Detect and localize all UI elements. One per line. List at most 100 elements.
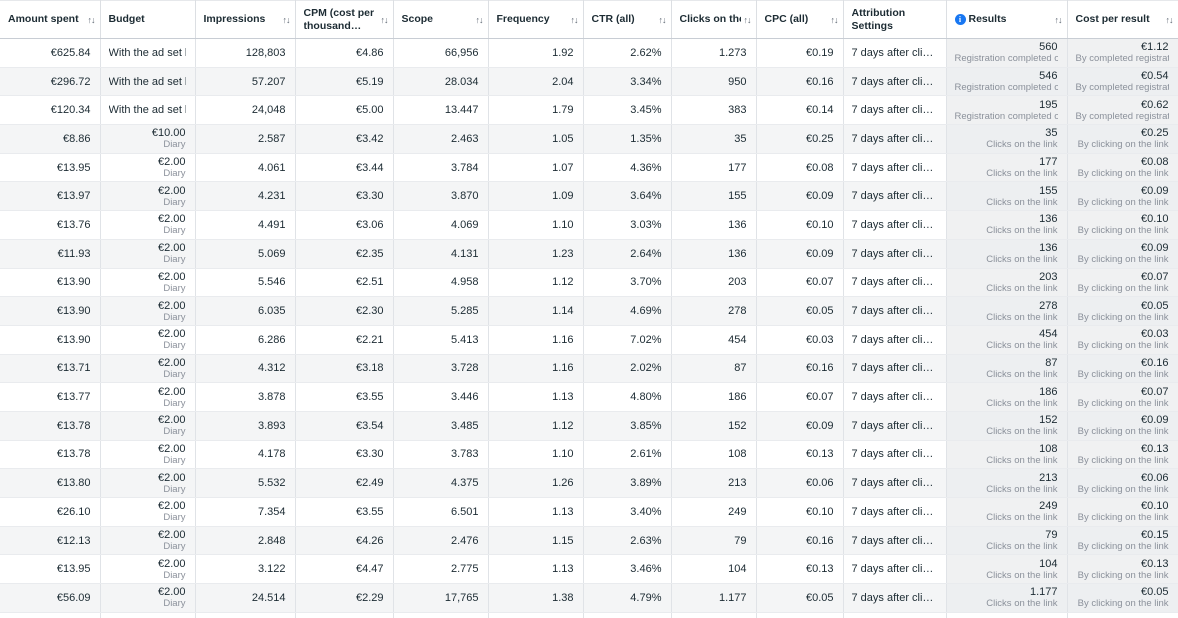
- column-label: CPC (all): [765, 13, 828, 25]
- cell-impressions: 3.122: [195, 555, 295, 584]
- cell-subtext: By clicking on the link: [1076, 255, 1169, 265]
- cell-value: 3.784: [451, 162, 479, 174]
- cell-value: €0.16: [806, 535, 834, 547]
- cell-cpc: €0.19: [756, 39, 843, 68]
- cell-value: €0.07: [806, 276, 834, 288]
- cell-link_clicks: 136: [671, 239, 756, 268]
- cell-value: 4.061: [258, 162, 286, 174]
- cell-link_clicks: 454: [671, 325, 756, 354]
- cell-value: 57.207: [252, 76, 286, 88]
- column-header-amount_spent[interactable]: Amount spent↑↓: [0, 1, 100, 39]
- cell-ctr: 1.35%: [583, 125, 671, 154]
- cell-value[interactable]: 560: [1039, 41, 1057, 53]
- cell-subtext: Diary: [109, 313, 186, 323]
- cell-value: 136: [728, 248, 746, 260]
- sort-icon[interactable]: ↑↓: [1166, 15, 1173, 25]
- sort-icon[interactable]: ↑↓: [476, 15, 483, 25]
- cell-cpm: €3.18: [295, 354, 393, 383]
- cell-value[interactable]: €1.12: [1141, 41, 1169, 53]
- cell-value: €2.30: [356, 305, 384, 317]
- cell-value: €0.09: [806, 420, 834, 432]
- column-header-cpc[interactable]: CPC (all)↑↓: [756, 1, 843, 39]
- sort-icon[interactable]: ↑↓: [283, 15, 290, 25]
- cell-value: €3.54: [356, 420, 384, 432]
- column-header-frequency[interactable]: Frequency↑↓: [488, 1, 583, 39]
- cell-value: €56.09: [57, 592, 91, 604]
- cell-scope: 3.485: [393, 411, 488, 440]
- sort-icon[interactable]: ↑↓: [659, 15, 666, 25]
- sort-icon[interactable]: ↑↓: [381, 15, 388, 25]
- cell-value: 7 days after cli…: [852, 162, 934, 174]
- column-header-ctr[interactable]: CTR (all)↑↓: [583, 1, 671, 39]
- cell-value: 3.64%: [630, 190, 661, 202]
- sort-icon[interactable]: ↑↓: [831, 15, 838, 25]
- cell-value: 6.286: [258, 334, 286, 346]
- cell-value: €0.06: [806, 477, 834, 489]
- cell-value: €0.05: [806, 305, 834, 317]
- sort-icon[interactable]: ↑↓: [88, 15, 95, 25]
- column-header-cost_per_result[interactable]: Cost per result↑↓: [1067, 1, 1178, 39]
- info-icon[interactable]: i: [955, 14, 966, 25]
- cell-value[interactable]: 546: [1039, 70, 1057, 82]
- cell-value[interactable]: €0.62: [1141, 99, 1169, 111]
- cell-value: 1.79: [552, 104, 573, 116]
- cell-scope: 4.958: [393, 268, 488, 297]
- cell-frequency: 1.07: [488, 153, 583, 182]
- cell-value[interactable]: 195: [1039, 99, 1057, 111]
- cell-value[interactable]: €0.54: [1141, 70, 1169, 82]
- cell-attribution: 7 days after cli…: [843, 182, 946, 211]
- cell-value: €0.13: [806, 448, 834, 460]
- cell-value: 4.69%: [630, 305, 661, 317]
- column-label: Frequency: [497, 13, 568, 25]
- column-header-impressions[interactable]: Impressions↑↓: [195, 1, 295, 39]
- cell-value: 5.285: [451, 305, 479, 317]
- cell-subtext: By clicking on the link: [1076, 513, 1169, 523]
- sort-icon[interactable]: ↑↓: [571, 15, 578, 25]
- column-header-link_clicks[interactable]: Clicks on the link↑↓: [671, 1, 756, 39]
- sort-icon[interactable]: ↑↓: [744, 15, 751, 25]
- column-header-cpm[interactable]: CPM (cost per thousand…↑↓: [295, 1, 393, 39]
- cell-scope: 6.501: [393, 498, 488, 527]
- cell-impressions: 7.354: [195, 498, 295, 527]
- cell-frequency: 1.38: [488, 584, 583, 613]
- cell-attribution: 7 days after cli…: [843, 239, 946, 268]
- cell-attribution: 7 days after cli…: [843, 526, 946, 555]
- cell-value: 2.775: [451, 563, 479, 575]
- cell-attribution: 7 days after cli…: [843, 153, 946, 182]
- column-header-scope[interactable]: Scope↑↓: [393, 1, 488, 39]
- cell-impressions: 128,803: [195, 39, 295, 68]
- cell-value: 186: [728, 391, 746, 403]
- cell-subtext: By clicking on the link: [1076, 427, 1169, 437]
- cell-value: €26.10: [57, 506, 91, 518]
- sort-icon[interactable]: ↑↓: [1055, 15, 1062, 25]
- cell-value: 2.848: [258, 535, 286, 547]
- cell-subtext: Clicks on the link: [955, 341, 1058, 351]
- cell-subtext: Diary: [109, 485, 186, 495]
